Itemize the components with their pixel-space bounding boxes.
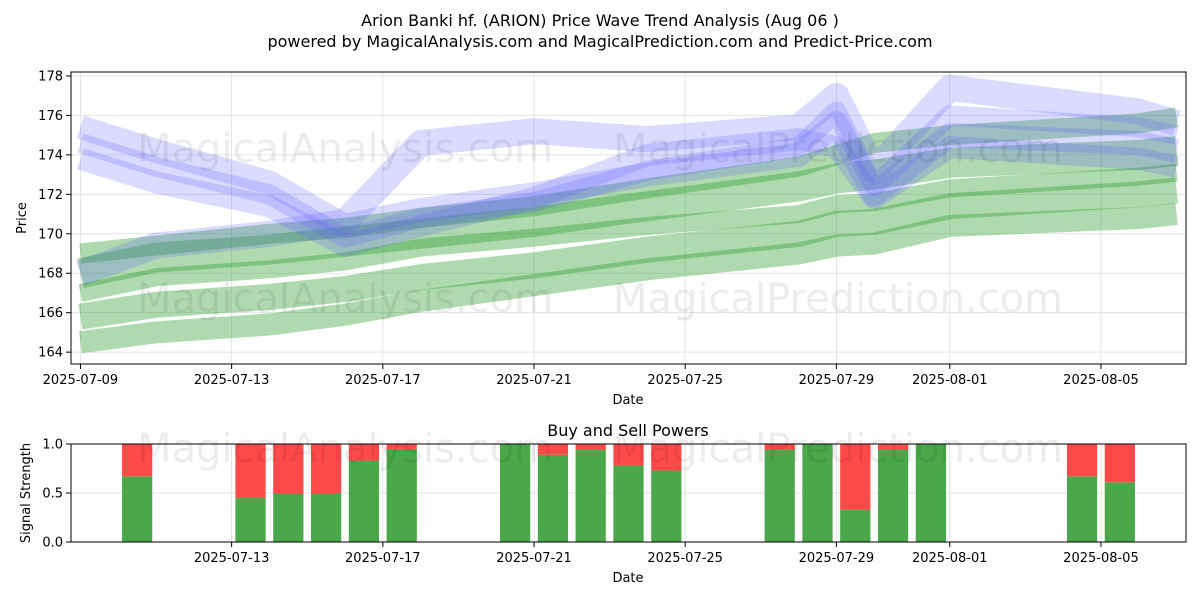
buy-bar xyxy=(235,497,266,542)
bottom-x-tick-label: 2025-08-05 xyxy=(1063,551,1139,566)
sell-bar xyxy=(1066,444,1098,477)
green-wave-band-3 xyxy=(78,163,1178,302)
top-x-tick-label: 2025-07-21 xyxy=(496,373,572,388)
chart-title-line2: powered by MagicalAnalysis.com and Magic… xyxy=(267,32,932,51)
sell-bar xyxy=(840,444,871,510)
sell-bar xyxy=(1104,444,1135,483)
top-x-tick-label: 2025-08-01 xyxy=(912,373,988,388)
sell-bar xyxy=(575,444,606,450)
buy-bar xyxy=(348,460,380,542)
buy-bar xyxy=(802,444,833,542)
buy-bar xyxy=(386,448,417,542)
buy-bar xyxy=(273,493,304,542)
green-wave-band-4 xyxy=(77,135,1179,288)
top-y-tick-label: 176 xyxy=(38,109,63,124)
blue-wave-band-6 xyxy=(76,111,1180,238)
sell-bar xyxy=(122,444,153,477)
bottom-x-tick-label: 2025-07-29 xyxy=(799,551,875,566)
top-x-tick-label: 2025-07-25 xyxy=(647,373,723,388)
sell-bar xyxy=(386,444,417,449)
sell-bar xyxy=(348,444,380,461)
buy-bar xyxy=(537,454,569,542)
watermark-bottom-left: MagicalAnalysis.com xyxy=(137,426,553,472)
bottom-y-tick-label: 0.0 xyxy=(42,536,63,551)
buy-bar xyxy=(877,449,909,542)
blue-wave-band-8 xyxy=(77,128,1179,257)
buy-bar xyxy=(499,444,531,542)
top-x-tick-label: 2025-07-09 xyxy=(43,373,119,388)
bottom-x-axis-label: Date xyxy=(612,571,643,586)
sell-bar xyxy=(235,444,266,498)
sell-bar xyxy=(764,444,795,450)
top-gridlines xyxy=(71,72,1186,364)
sell-bar xyxy=(651,444,682,471)
top-plot-frame xyxy=(70,71,1187,365)
bottom-x-tick-label: 2025-07-17 xyxy=(345,551,421,566)
buy-bar xyxy=(1104,482,1135,542)
top-y-tick-label: 170 xyxy=(38,227,63,242)
bottom-x-tick-label: 2025-07-13 xyxy=(194,551,270,566)
top-series-group xyxy=(75,74,1181,354)
bottom-chart-title: Buy and Sell Powers xyxy=(547,421,709,440)
bottom-x-tick-label: 2025-08-01 xyxy=(912,551,988,566)
watermark-top-left: MagicalAnalysis.com xyxy=(137,126,553,172)
watermark-mid-left: MagicalAnalysis.com xyxy=(137,276,553,322)
watermark-top-right: MagicalPrediction.com xyxy=(613,126,1063,172)
top-y-tick-label: 168 xyxy=(38,267,63,282)
sell-bar xyxy=(311,444,342,493)
buy-bar xyxy=(613,465,644,542)
bottom-y-tick-label: 0.5 xyxy=(42,487,63,502)
top-x-tick-label: 2025-07-17 xyxy=(345,373,421,388)
buy-bar xyxy=(764,449,795,542)
buy-bar xyxy=(122,476,153,542)
buy-bar xyxy=(311,493,342,542)
bottom-x-tick-label: 2025-07-25 xyxy=(647,551,723,566)
buy-bar xyxy=(915,444,946,542)
bottom-y-tick-label: 1.0 xyxy=(42,438,63,453)
sell-bar xyxy=(273,444,304,493)
top-y-axis-label: Price xyxy=(15,202,30,234)
green-wave-band-1 xyxy=(78,203,1178,354)
top-x-tick-label: 2025-07-29 xyxy=(799,373,875,388)
top-y-tick-label: 172 xyxy=(38,188,63,203)
bottom-x-tick-label: 2025-07-21 xyxy=(496,551,572,566)
top-axes: 164 166 168 170 172 174 176 178 2025-07-09 2025-0… xyxy=(38,69,1139,388)
buy-bar xyxy=(1066,476,1098,542)
sell-bar xyxy=(613,444,644,466)
watermark-mid-right: MagicalPrediction.com xyxy=(613,276,1063,322)
chart-title-line1: Arion Banki hf. (ARION) Price Wave Trend… xyxy=(361,11,839,30)
bottom-bars-group xyxy=(122,444,1135,542)
top-y-tick-label: 178 xyxy=(38,69,63,84)
green-wave-band-5 xyxy=(79,107,1179,264)
bottom-axes: 0.0 0.5 1.0 2025-07-13 2025-07-17 2025-07-21 2… xyxy=(42,438,1138,567)
buy-bar xyxy=(575,449,606,542)
blue-wave-band-7 xyxy=(77,101,1179,248)
blue-wave-band-9 xyxy=(75,74,1181,286)
buy-bar xyxy=(651,470,682,542)
top-x-tick-label: 2025-07-13 xyxy=(194,373,270,388)
top-x-axis-label: Date xyxy=(612,393,643,408)
top-x-tick-label: 2025-08-05 xyxy=(1063,373,1139,388)
top-y-tick-label: 166 xyxy=(38,306,63,321)
bottom-y-axis-label: Signal Strength xyxy=(19,443,34,543)
green-wave-band-2 xyxy=(78,177,1178,330)
top-y-tick-label: 164 xyxy=(38,346,63,361)
sell-bar xyxy=(537,444,569,455)
top-y-tick-label: 174 xyxy=(38,148,63,163)
buy-bar xyxy=(840,509,871,542)
watermark-bottom-right: MagicalPrediction.com xyxy=(613,426,1063,472)
sell-bar xyxy=(877,444,909,450)
